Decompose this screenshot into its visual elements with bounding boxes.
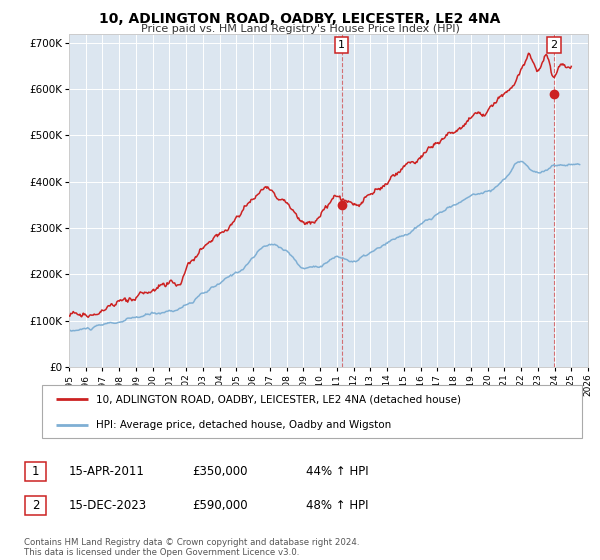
Text: HPI: Average price, detached house, Oadby and Wigston: HPI: Average price, detached house, Oadb…: [96, 419, 391, 430]
Text: Price paid vs. HM Land Registry's House Price Index (HPI): Price paid vs. HM Land Registry's House …: [140, 24, 460, 34]
Text: 2: 2: [550, 40, 557, 50]
Text: 48% ↑ HPI: 48% ↑ HPI: [306, 498, 368, 512]
FancyBboxPatch shape: [25, 462, 46, 481]
Text: 15-DEC-2023: 15-DEC-2023: [69, 498, 147, 512]
Text: 1: 1: [32, 465, 39, 478]
Text: 10, ADLINGTON ROAD, OADBY, LEICESTER, LE2 4NA (detached house): 10, ADLINGTON ROAD, OADBY, LEICESTER, LE…: [96, 394, 461, 404]
FancyBboxPatch shape: [25, 496, 46, 515]
Text: 15-APR-2011: 15-APR-2011: [69, 465, 145, 478]
Text: Contains HM Land Registry data © Crown copyright and database right 2024.
This d: Contains HM Land Registry data © Crown c…: [24, 538, 359, 557]
Text: 2: 2: [32, 498, 39, 512]
Text: 10, ADLINGTON ROAD, OADBY, LEICESTER, LE2 4NA: 10, ADLINGTON ROAD, OADBY, LEICESTER, LE…: [100, 12, 500, 26]
Text: £590,000: £590,000: [192, 498, 248, 512]
Text: 44% ↑ HPI: 44% ↑ HPI: [306, 465, 368, 478]
Text: 1: 1: [338, 40, 345, 50]
FancyBboxPatch shape: [42, 385, 582, 438]
Text: £350,000: £350,000: [192, 465, 248, 478]
